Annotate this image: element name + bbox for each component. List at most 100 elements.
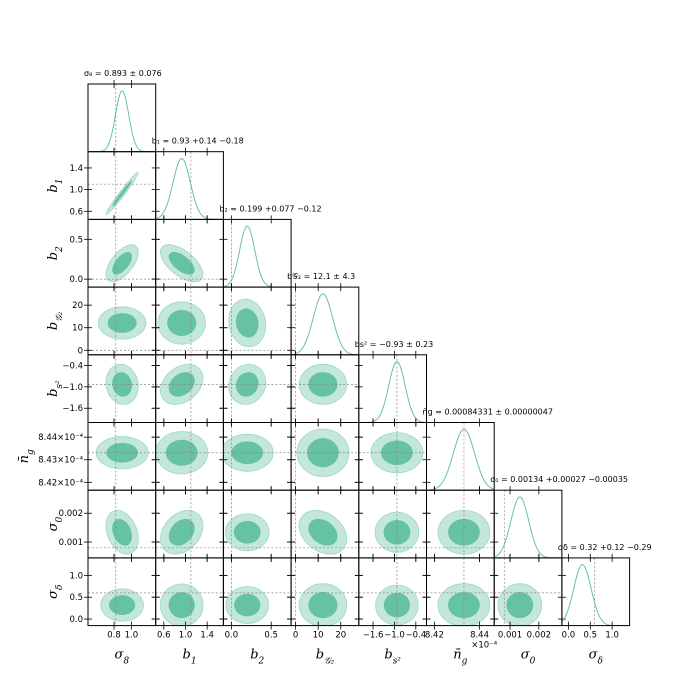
y-tick-label-b1: 0.6: [69, 207, 83, 217]
y-tick-label-bs2: −0.4: [62, 361, 83, 371]
y-axis-label-bs2: bs²: [46, 380, 65, 397]
y-axis-label-b1: b1: [46, 179, 65, 193]
contour-68-sigd-bs2: [383, 592, 411, 618]
x-tick-label-sigd: 0.0: [562, 631, 576, 641]
diag-panel-bs2: bs² = −0.93 ± 0.23: [355, 340, 433, 427]
panel-title-sigd: σδ = 0.32 +0.12 −0.29: [558, 543, 652, 552]
x-tick-label-sigd: 0.5: [584, 631, 598, 641]
x-tick-label-ng: 8.42: [425, 631, 444, 641]
x-tick-label-b1: 0.6: [157, 631, 171, 641]
x-tick-label-bG2: 20: [335, 631, 346, 641]
panel-ng-s8: [84, 418, 160, 495]
contour-68-b2-b1: [168, 251, 195, 275]
diag-panel-bG2: b𝒢₂ = 12.1 ± 4.3: [287, 272, 360, 359]
panel-bs2-b2: [219, 350, 296, 427]
y-tick-label-b2: 0.0: [69, 275, 83, 285]
contour-68-sig0-s8: [112, 518, 133, 546]
contour-68-sigd-sig0: [506, 591, 534, 619]
panel-title-bs2: bs² = −0.93 ± 0.23: [355, 340, 433, 349]
panel-ng-bG2: [287, 418, 363, 495]
x-tick-label-bs2: −1.0: [384, 631, 405, 641]
x-tick-label-s8: 0.8: [107, 631, 121, 641]
x-axis-label-bs2: bs²: [384, 648, 401, 667]
x-axis-label-s8: σ8: [115, 648, 130, 667]
panel-frame: [87, 151, 157, 220]
y-tick-label-b1: 1.4: [69, 164, 83, 174]
panel-title-bG2: b𝒢₂ = 12.1 ± 4.3: [287, 272, 355, 281]
x-tick-label-s8: 1.0: [125, 631, 139, 641]
contour-68-sig0-ng: [448, 518, 480, 546]
y-tick-label-ng: 8.43×10⁻⁴: [38, 456, 83, 466]
x-tick-label-b2: 0.0: [225, 631, 239, 641]
contour-68-ng-bs2: [381, 440, 413, 466]
contour-68-ng-bG2: [307, 438, 339, 468]
y-tick-label-sigd: 0.5: [69, 593, 83, 603]
panel-sig0-s8: [84, 486, 160, 562]
contour-68-sig0-bG2: [308, 518, 338, 546]
panel-sigd-bG2: [287, 553, 363, 630]
contour-68-sig0-bs2: [383, 519, 411, 545]
panel-bs2-s8: [84, 350, 160, 427]
panel-sig0-bG2: [287, 486, 363, 562]
panel-bG2-b2: [219, 283, 296, 359]
panel-sigd-ng: [422, 553, 499, 630]
contour-68-sigd-bG2: [308, 591, 338, 619]
x-tick-label-bG2: 0: [293, 631, 298, 641]
contour-68-sig0-b1: [168, 518, 195, 546]
x-axis-label-bG2: b𝒢₂: [316, 648, 335, 667]
contour-68-b2-s8: [112, 251, 133, 275]
y-axis-label-bG2: b𝒢₂: [46, 311, 65, 330]
y-axis-label-ng: n̄g: [17, 449, 36, 463]
panel-ng-bs2: [354, 418, 431, 495]
panel-bG2-s8: [84, 283, 160, 359]
x-tick-label-sigd: 1.0: [605, 631, 619, 641]
posterior-curve-bs2: [358, 361, 427, 423]
panel-title-sig0: σ₀ = 0.00134 +0.00027 −0.00035: [490, 475, 628, 484]
y-tick-label-ng: 8.44×10⁻⁴: [38, 433, 83, 443]
y-tick-label-sig0: 0.001: [59, 538, 83, 548]
panel-b2-s8: [84, 215, 160, 292]
x-axis-label-sigd: σδ: [589, 648, 603, 667]
contour-68-bG2-b1: [167, 309, 197, 336]
panel-bs2-bG2: [287, 350, 363, 427]
contour-68-b1-s8: [112, 180, 133, 207]
panel-b2-b1: [151, 215, 228, 292]
panel-frame: [358, 354, 427, 423]
panel-sigd-b1: [151, 553, 228, 630]
panel-sig0-ng: [422, 486, 499, 562]
panel-sigd-b2: [219, 553, 296, 630]
x-axis-label-sig0: σ0: [521, 648, 536, 667]
y-axis-label-sigd: σδ: [46, 585, 65, 599]
contour-68-sig0-b2: [233, 520, 261, 544]
contour-68-ng-s8: [106, 442, 139, 463]
panel-bG2-b1: [151, 283, 228, 359]
x-tick-label-sig0: 0.001: [498, 631, 522, 641]
panel-frame: [222, 218, 292, 288]
y-tick-label-sigd: 1.0: [69, 571, 83, 581]
contour-68-sigd-ng: [448, 591, 480, 619]
contour-68-sigd-b2: [234, 593, 261, 617]
panel-frame: [87, 83, 157, 153]
x-tick-label-bs2: −1.6: [363, 631, 384, 641]
y-tick-label-sig0: 0.002: [59, 509, 83, 519]
contour-68-sigd-s8: [109, 595, 136, 615]
x-axis-label-b1: b1: [183, 648, 197, 667]
y-tick-label-bG2: 0: [78, 346, 83, 356]
y-tick-label-bs2: −1.0: [62, 383, 83, 393]
panel-sig0-bs2: [354, 486, 431, 562]
panel-sig0-b1: [151, 486, 228, 562]
y-tick-label-ng: 8.42×10⁻⁴: [38, 478, 83, 488]
panel-frame: [155, 151, 224, 220]
panel-b1-s8: [84, 147, 160, 224]
posterior-curve-b2: [223, 225, 292, 288]
x-tick-label-sig0: 0.002: [527, 631, 551, 641]
y-tick-label-bG2: 20: [72, 301, 83, 311]
panel-sigd-s8: [84, 553, 160, 630]
contour-68-ng-b2: [231, 441, 264, 465]
panel-sig0-b2: [219, 486, 296, 562]
posterior-curve-s8: [88, 90, 156, 152]
x-tick-label-bG2: 10: [313, 631, 324, 641]
contour-68-bs2-bG2: [308, 372, 338, 397]
y-axis-label-sig0: σ0: [46, 516, 65, 531]
